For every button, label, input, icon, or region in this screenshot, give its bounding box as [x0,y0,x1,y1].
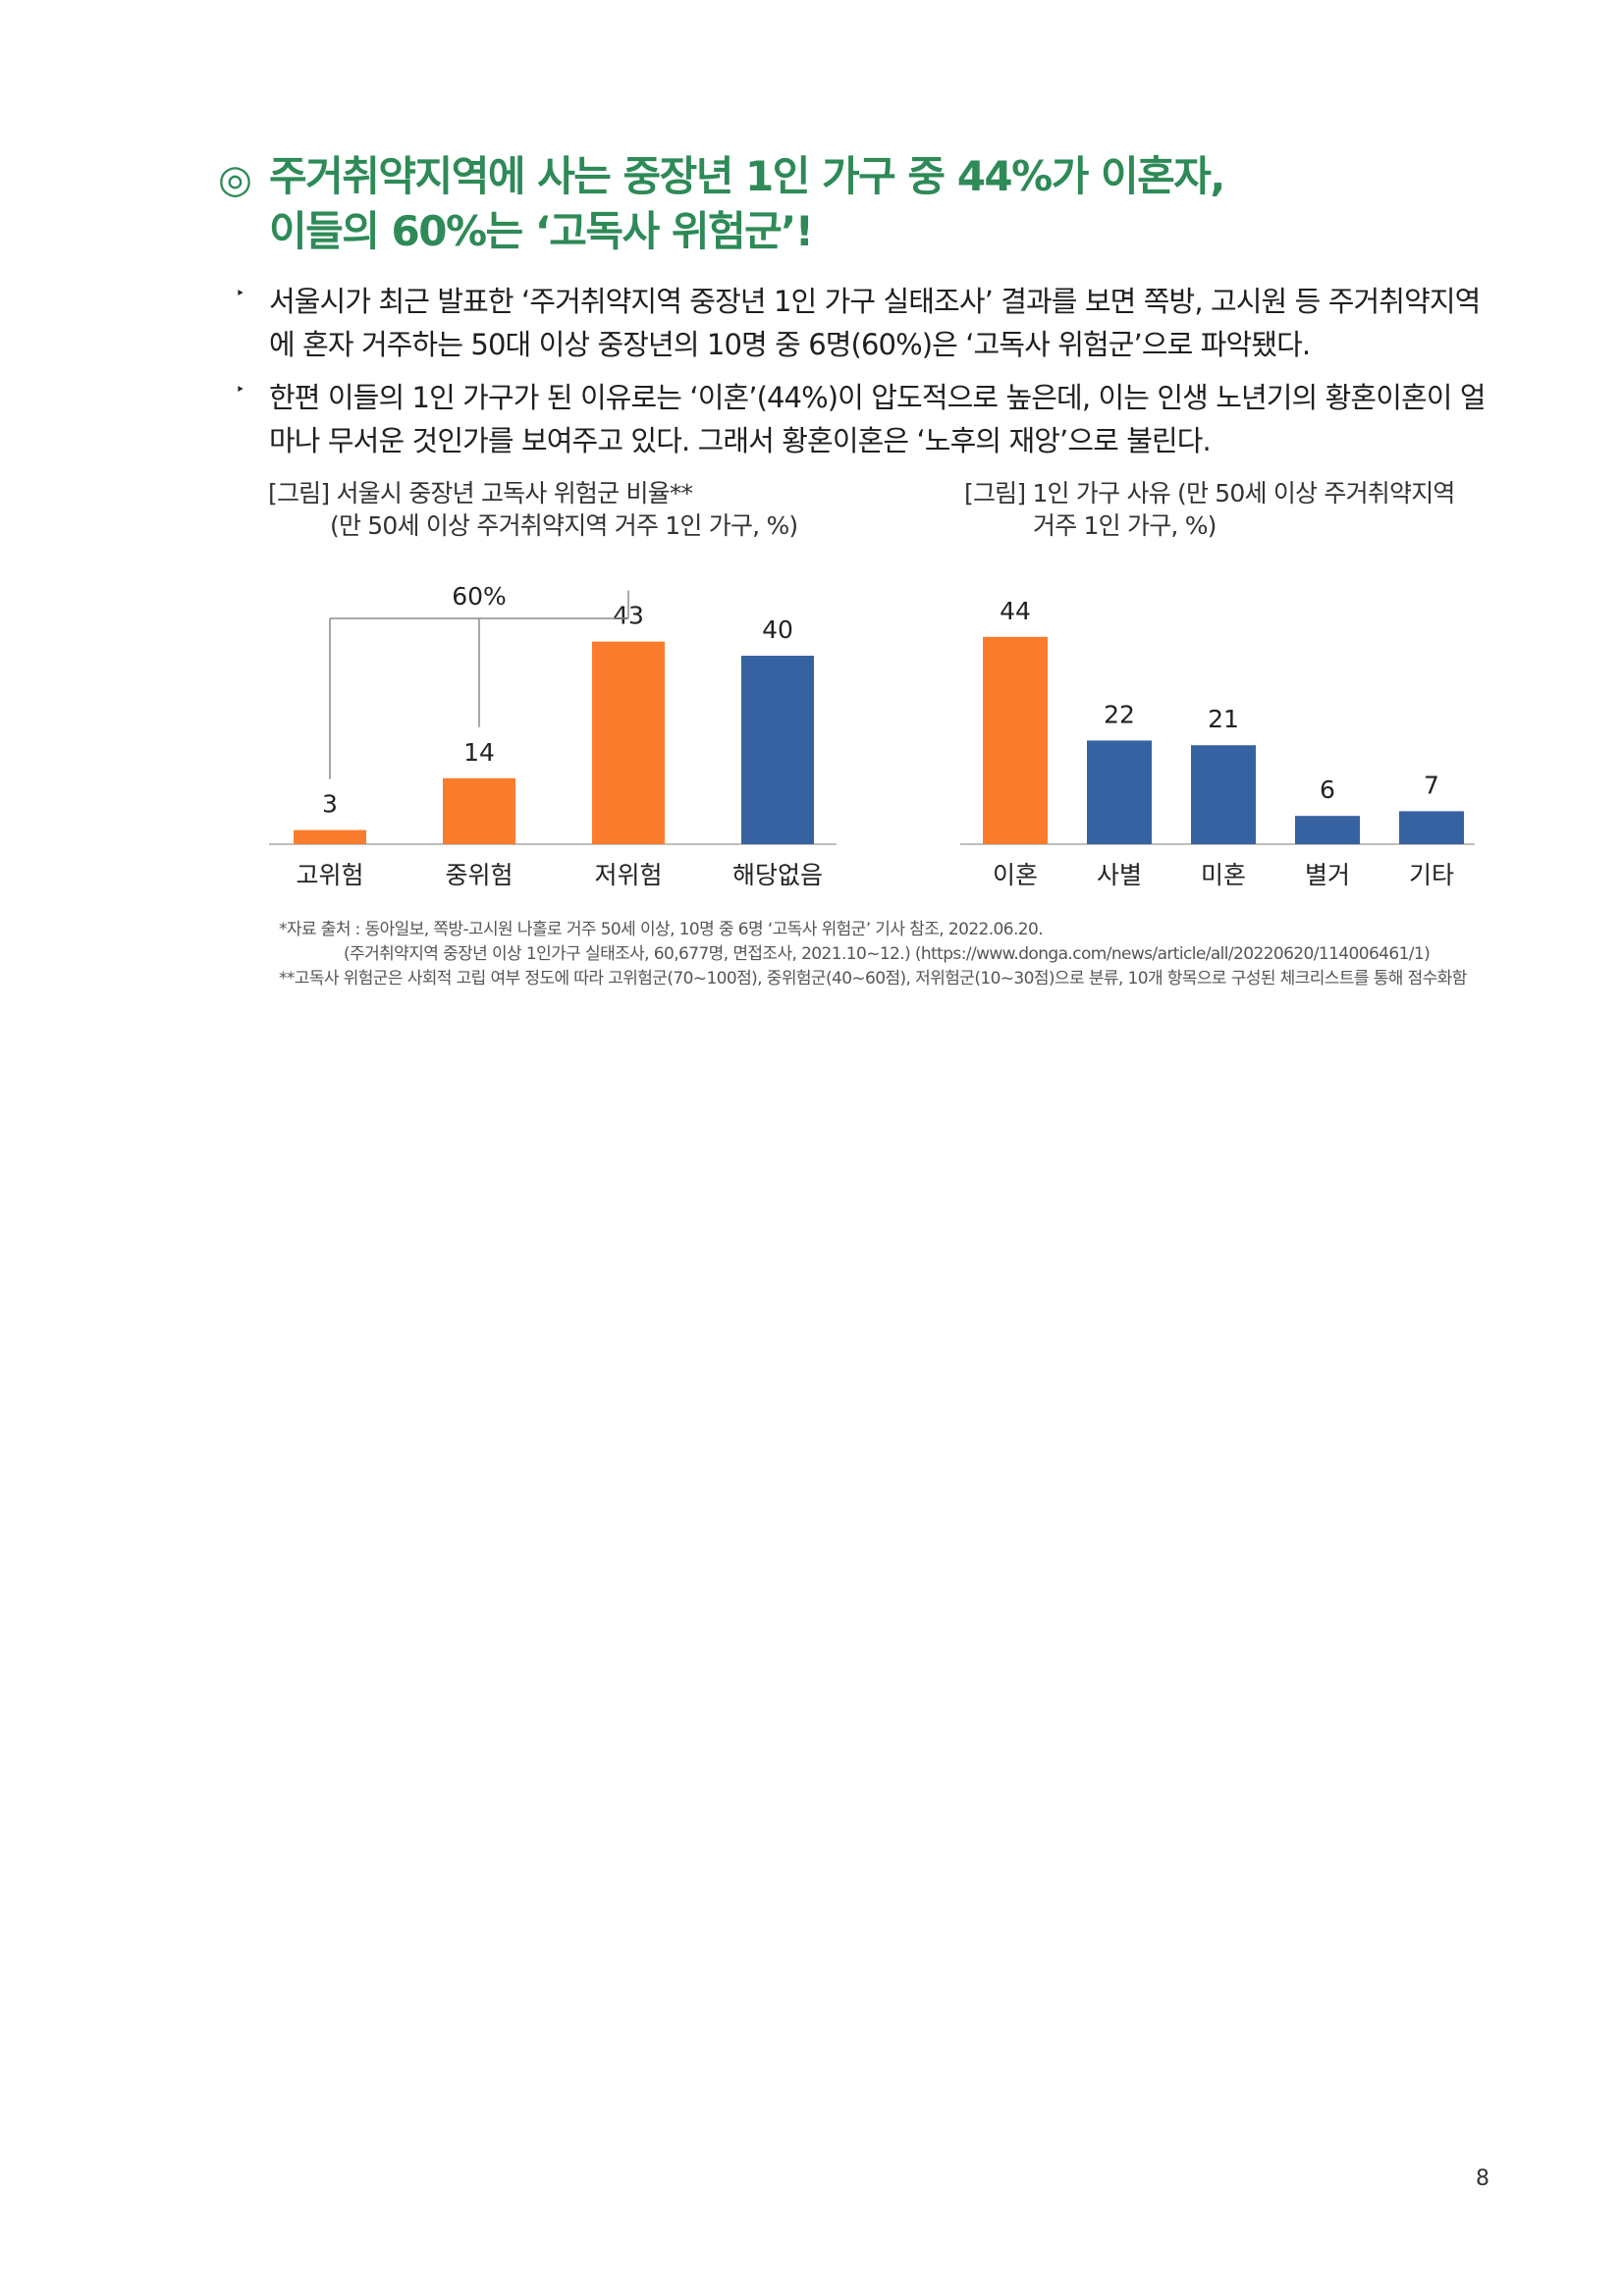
bullet-item: ‣ 한편 이들의 1인 가구가 된 이유로는 ‘이혼’(44%)이 압도적으로 … [234,376,1490,462]
category-label: 별거 [1305,861,1350,889]
bar-별거 [1295,816,1360,844]
category-label: 이혼 [993,861,1038,889]
page-number: 8 [1476,2166,1489,2191]
category-label: 미혼 [1201,861,1246,889]
data-label: 7 [1424,771,1439,799]
category-label: 저위험 [594,861,662,889]
footnote-survey: (주거취약지역 중장년 이상 1인가구 실태조사, 60,677명, 면접조사,… [344,944,1431,964]
footnotes: *자료 출처 : 동아일보, 쪽방-고시원 나홀로 거주 50세 이상, 10명… [279,918,1496,991]
bracket-annotation-label: 60% [452,582,507,611]
left-chart-subtitle: (만 50세 이상 주거취약지역 거주 1인 가구, %) [330,511,798,540]
left-chart-caption: [그림] 서울시 중장년 고독사 위험군 비율** (만 50세 이상 주거취약… [268,477,798,542]
right-chart-caption: [그림] 1인 가구 사유 (만 50세 이상 주거취약지역 거주 1인 가구,… [964,477,1455,542]
data-label: 14 [463,738,495,767]
bar-저위험 [592,641,665,844]
bar-기타 [1399,811,1464,844]
data-label: 22 [1104,700,1135,728]
data-label: 3 [322,790,338,819]
right-chart-title: [그림] 1인 가구 사유 (만 50세 이상 주거취약지역 [964,479,1455,507]
bar-해당없음 [741,656,814,844]
right-chart-subtitle: 거주 1인 가구, %) [1033,511,1217,540]
bar-중위험 [443,777,515,844]
bar-사별 [1087,740,1152,844]
bullet-text: 한편 이들의 1인 가구가 된 이유로는 ‘이혼’(44%)이 압도적으로 높은… [269,381,1487,457]
category-label: 기타 [1409,861,1454,889]
bullet-triangle-icon: ‣ [236,284,245,302]
heading-line-2: 이들의 60%는 ‘고독사 위험군’! [269,207,814,255]
bar-고위험 [294,829,366,844]
category-label: 사별 [1097,861,1142,889]
data-label: 44 [1000,597,1031,625]
footnote-definition: **고독사 위험군은 사회적 고립 여부 정도에 따라 고위험군(70~100점… [279,969,1467,988]
footnote-source: *자료 출처 : 동아일보, 쪽방-고시원 나홀로 거주 50세 이상, 10명… [279,920,1044,939]
double-circle-icon: ◎ [218,157,252,202]
bullet-list: ‣ 서울시가 최근 발표한 ‘주거취약지역 중장년 1인 가구 실태조사’ 결과… [234,280,1490,472]
left-chart-title: [그림] 서울시 중장년 고독사 위험군 비율** [268,479,693,507]
category-label: 중위험 [445,861,513,889]
data-label: 21 [1208,705,1239,733]
data-label: 6 [1320,775,1335,804]
bar-미혼 [1191,745,1256,844]
bar-이혼 [983,636,1048,844]
bullet-text: 서울시가 최근 발표한 ‘주거취약지역 중장년 1인 가구 실태조사’ 결과를 … [269,285,1481,361]
heading-text: 주거취약지역에 사는 중장년 1인 가구 중 44%가 이혼자, 이들의 60%… [269,149,1447,259]
household-reason-bar-chart: 44 이혼 22 사별 21 미혼 6 별거 7 기타 [960,597,1475,889]
data-label: 40 [762,615,793,644]
category-label: 고위험 [296,861,363,889]
category-label: 해당없음 [732,861,823,889]
heading-line-1: 주거취약지역에 사는 중장년 1인 가구 중 44%가 이혼자, [269,152,1225,200]
bullet-item: ‣ 서울시가 최근 발표한 ‘주거취약지역 중장년 1인 가구 실태조사’ 결과… [234,280,1490,366]
bullet-triangle-icon: ‣ [236,380,245,399]
